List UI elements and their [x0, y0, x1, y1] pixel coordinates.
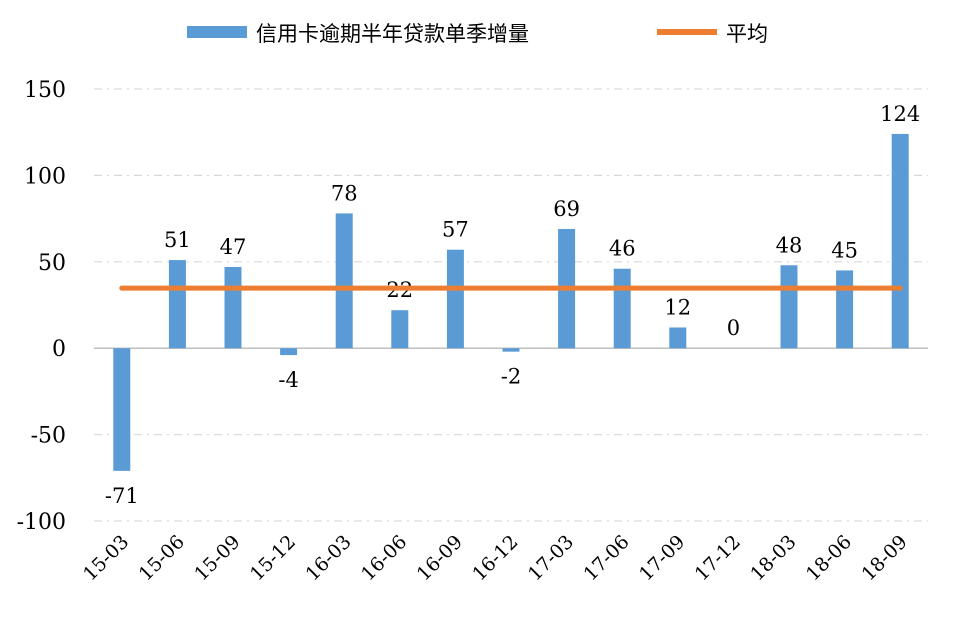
data-label: 12 [664, 295, 691, 319]
bar [168, 260, 186, 349]
data-label: 45 [831, 238, 858, 262]
bar [780, 265, 798, 349]
data-label: 0 [727, 316, 740, 340]
x-tick-label: 17-03 [524, 531, 578, 585]
x-tick-label: 15-09 [190, 531, 244, 585]
legend-label-bar: 信用卡逾期半年贷款单季增量 [256, 22, 529, 46]
x-tick-label: 18-03 [746, 531, 800, 585]
legend: 信用卡逾期半年贷款单季增量 平均 [187, 22, 768, 46]
bar [335, 213, 353, 349]
x-tick-label: 15-12 [246, 531, 300, 585]
bar [113, 348, 131, 471]
x-tick-label: 15-06 [135, 531, 189, 585]
x-tick-label: 18-06 [802, 531, 856, 585]
x-tick-label: 18-09 [857, 531, 911, 585]
data-label: -4 [278, 368, 298, 392]
bar [502, 348, 520, 352]
gridlines [94, 88, 928, 522]
y-tick-label: 100 [24, 164, 66, 189]
bar [446, 249, 464, 349]
x-tick-label: 15-03 [79, 531, 133, 585]
x-tick-label: 17-12 [691, 531, 745, 585]
x-tick-label: 16-03 [301, 531, 355, 585]
bar [836, 270, 854, 349]
x-tick-label: 16-09 [413, 531, 467, 585]
data-label: 48 [776, 233, 803, 257]
legend-label-line: 平均 [726, 22, 768, 46]
bars [113, 133, 909, 471]
data-label: 78 [331, 181, 358, 205]
x-tick-label: 16-06 [357, 531, 411, 585]
y-tick-label: -50 [31, 424, 66, 449]
x-axis-ticks: 15-03 15-06 15-09 15-12 16-03 16-06 16-09 16-12… [79, 531, 912, 585]
bar [669, 327, 687, 349]
y-tick-label: 50 [38, 251, 66, 276]
data-label: 47 [220, 235, 247, 259]
bar [280, 348, 298, 356]
x-tick-label: 17-06 [579, 531, 633, 585]
y-axis-ticks: 150 100 50 0 -50 -100 [17, 78, 66, 535]
x-tick-label: 16-12 [468, 531, 522, 585]
data-label: 69 [553, 197, 580, 221]
data-label: -2 [501, 365, 521, 389]
data-label: 51 [164, 228, 191, 252]
data-label: 57 [442, 218, 469, 242]
bar [224, 266, 242, 349]
y-tick-label: -100 [17, 510, 66, 535]
data-label: -71 [105, 484, 139, 508]
legend-swatch-bar [187, 26, 247, 38]
bar [613, 268, 631, 349]
bar [391, 310, 409, 349]
y-tick-label: 150 [24, 78, 66, 103]
x-tick-label: 17-09 [635, 531, 689, 585]
data-label: 124 [880, 102, 920, 126]
bar [891, 133, 909, 349]
y-tick-label: 0 [52, 337, 66, 362]
data-label: 46 [609, 237, 636, 261]
